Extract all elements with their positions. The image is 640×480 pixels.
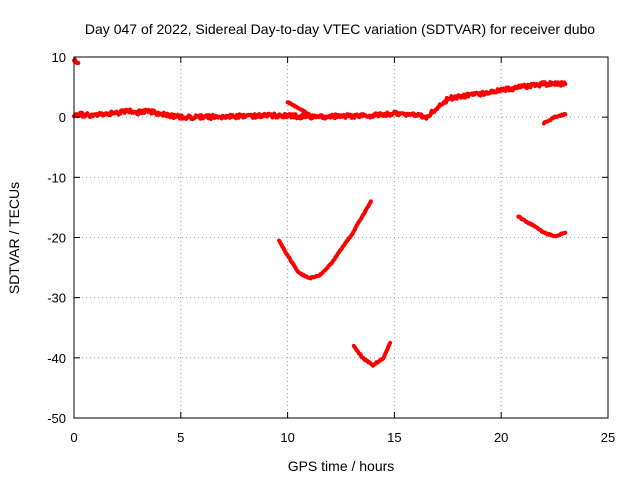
- trace-late-rise: [541, 111, 568, 126]
- trace-arc-13h: [351, 340, 393, 368]
- trace-bump-10h: [285, 100, 311, 117]
- x-tick-label: 20: [494, 430, 508, 445]
- x-tick-label: 0: [70, 430, 77, 445]
- y-tick-label: -10: [47, 170, 66, 185]
- chart-title: Day 047 of 2022, Sidereal Day-to-day VTE…: [85, 21, 595, 37]
- trace-arc-21h: [516, 214, 568, 239]
- y-tick-label: -30: [47, 291, 66, 306]
- y-tick-label: 0: [59, 110, 66, 125]
- y-tick-label: -50: [47, 411, 66, 426]
- x-tick-label: 15: [387, 430, 401, 445]
- trace-start-blip: [72, 57, 81, 65]
- y-tick-label: -40: [47, 351, 66, 366]
- x-axis-label: GPS time / hours: [288, 458, 395, 474]
- x-tick-label: 10: [280, 430, 294, 445]
- y-axis-label: SDTVAR / TECUs: [6, 182, 22, 294]
- y-tick-label: 10: [52, 50, 66, 65]
- y-tick-label: -20: [47, 231, 66, 246]
- axis-ticks: 0 5 10 15 20 25 10 0 -10 -20 -30 -40 -50: [47, 50, 615, 445]
- trace-main: [72, 80, 568, 122]
- trace-arc-10h: [277, 199, 373, 281]
- data-series: [72, 57, 568, 368]
- x-tick-label: 25: [601, 430, 615, 445]
- x-tick-label: 5: [177, 430, 184, 445]
